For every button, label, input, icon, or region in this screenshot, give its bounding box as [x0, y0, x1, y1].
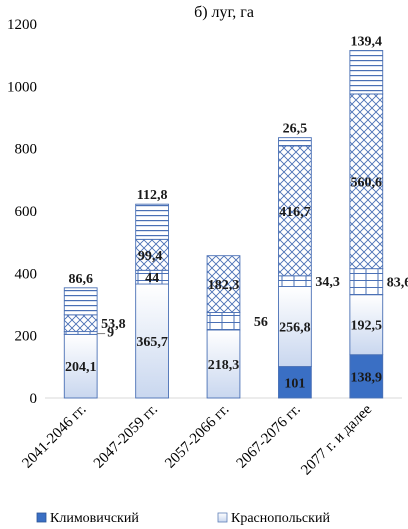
data-label: 204,1: [65, 360, 97, 375]
x-tick-label: 2041-2046 гг.: [19, 402, 89, 472]
bar-segment: [63, 333, 98, 399]
bar-segment: [278, 366, 312, 399]
data-label: 9: [107, 326, 114, 341]
bar-segment: [63, 287, 98, 316]
data-label: 99,4: [138, 249, 163, 264]
legend: Климовичский Краснопольский: [36, 511, 330, 526]
legend-label-klimovichsky: Климовичский: [50, 511, 139, 526]
bar-segment: [206, 312, 241, 331]
bars: 204,1 953,8 86,6 365,7 44 99,4 112,8 218,3 56 182…: [63, 34, 408, 399]
legend-label-krasnopolsky: Краснопольский: [231, 511, 330, 526]
data-label: 26,5: [283, 122, 308, 137]
bar-segment: [278, 275, 312, 287]
bar-segment: [349, 294, 384, 356]
y-tick-label: 400: [15, 266, 38, 282]
data-label: 560,6: [351, 175, 383, 190]
data-label: 138,9: [351, 370, 383, 385]
data-label: 44: [145, 271, 159, 286]
x-tick-label: 2077 г. и далее: [298, 401, 375, 478]
y-tick-label: 600: [15, 204, 38, 220]
legend-swatch-klimovichsky: [36, 512, 47, 523]
x-axis: 2041-2046 гг. 2047-2059 гг. 2057-2066 гг. 2…: [19, 401, 375, 478]
x-tick-label: 2047-2059 гг.: [91, 402, 161, 472]
x-tick-label: 2057-2066 гг.: [162, 402, 232, 472]
data-label: 256,8: [279, 321, 311, 336]
bar-segment: [349, 50, 384, 95]
data-label: 416,7: [279, 205, 311, 220]
bar-segment: [135, 203, 169, 240]
y-tick-label: 200: [15, 329, 38, 345]
bar-segment: [206, 255, 241, 313]
bar-segment: [349, 93, 384, 270]
bar-segment: [278, 137, 312, 147]
y-tick-label: 1200: [7, 17, 37, 33]
data-label: 86,6: [68, 272, 93, 287]
data-label: 83,6: [387, 276, 408, 291]
x-tick-label: 2067-2076 гг.: [234, 402, 304, 472]
data-label: 101: [284, 376, 305, 391]
data-label: 139,4: [351, 34, 383, 49]
y-tick-label: 1000: [7, 79, 37, 95]
data-label: 56: [254, 315, 268, 330]
legend-swatch-krasnopolsky: [217, 512, 228, 523]
chart-title: б) луг, га: [194, 4, 254, 21]
y-tick-label: 0: [30, 391, 38, 407]
data-label: 218,3: [208, 358, 240, 373]
bar-segment: [349, 354, 384, 399]
data-label: 112,8: [137, 188, 168, 203]
data-label: 53,8: [101, 317, 126, 332]
bar-segment: [63, 314, 98, 333]
y-tick-label: 800: [15, 142, 38, 158]
bar-segment: [206, 329, 241, 399]
data-label: 365,7: [136, 335, 168, 350]
data-label: 182,3: [208, 278, 240, 293]
y-axis: 0 200 400 600 800 1000 1200: [7, 17, 402, 407]
bar-segment: [349, 268, 384, 296]
data-label: 192,5: [351, 319, 383, 334]
bar-segment: [278, 286, 312, 367]
data-label: 34,3: [315, 275, 340, 290]
